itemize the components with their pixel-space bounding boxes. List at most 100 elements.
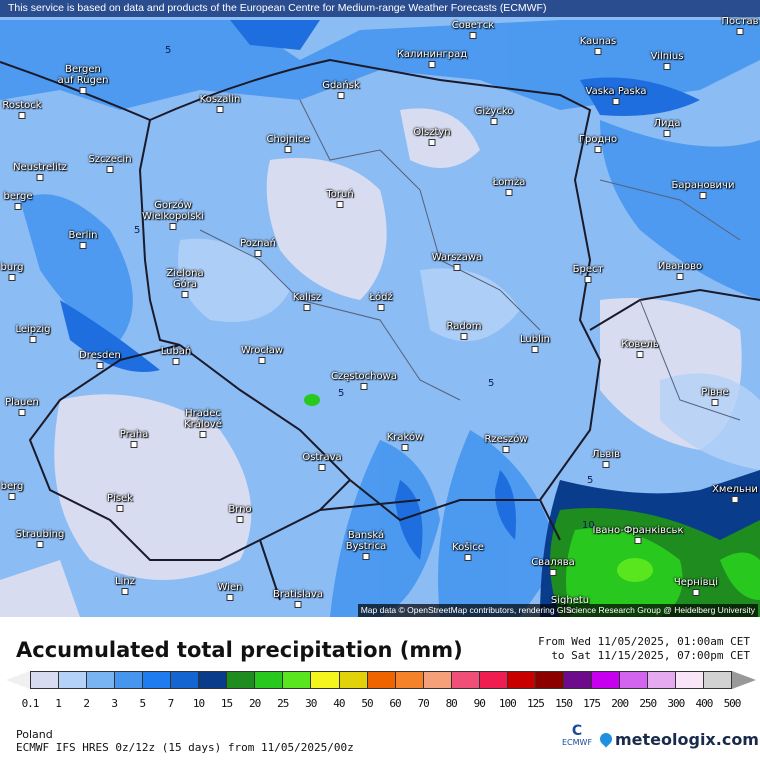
legend-swatch <box>87 672 116 688</box>
city-label: Vilnius <box>650 51 684 62</box>
city-label: Kraków <box>386 432 424 443</box>
city-marker <box>594 48 602 55</box>
city-label: Praha <box>119 429 149 440</box>
legend-under-arrow <box>6 671 30 689</box>
city-marker <box>294 601 302 608</box>
map-attribution[interactable]: Map data © OpenStreetMap contributors, r… <box>357 604 758 617</box>
precipitation-map[interactable]: Советск Постав Kaunas Vilnius Калининград Ber… <box>0 0 760 617</box>
legend-tick-label: 70 <box>417 697 429 710</box>
city-marker <box>199 431 207 438</box>
city-label: Kaunas <box>579 36 617 47</box>
legend-tick-label: 125 <box>527 697 545 710</box>
period-from: From Wed 11/05/2025, 01:00am CET <box>538 635 750 648</box>
contour-label: 5 <box>488 378 495 389</box>
city-label: Wien <box>217 582 243 593</box>
city-marker <box>8 493 16 500</box>
city-label: Rostock <box>2 100 42 111</box>
city-marker <box>612 98 620 105</box>
city-label: Straubing <box>15 529 65 540</box>
legend-tick-label: 200 <box>611 697 629 710</box>
city-label: Rzeszów <box>484 434 528 445</box>
city-marker <box>36 541 44 548</box>
city-marker <box>736 28 744 35</box>
city-marker <box>18 112 26 119</box>
city-label: Giżycko <box>474 106 514 117</box>
city-marker <box>636 351 644 358</box>
city-marker <box>96 362 104 369</box>
city-marker <box>336 201 344 208</box>
city-label: Львів <box>592 449 620 460</box>
city-marker <box>284 146 292 153</box>
legend-tick-label: 0.1 <box>21 697 40 710</box>
forecast-period: From Wed 11/05/2025, 01:00am CET to Sat … <box>538 635 750 663</box>
city-label: Калининград <box>396 49 468 60</box>
city-label: Łódź <box>369 292 393 303</box>
city-marker <box>254 250 262 257</box>
city-label: Wrocław <box>240 345 284 356</box>
legend-swatch <box>704 672 732 688</box>
city-marker <box>216 106 224 113</box>
city-marker <box>428 61 436 68</box>
city-label: Lublin <box>520 334 550 345</box>
city-label: Советск <box>451 20 495 31</box>
city-label: Gdańsk <box>322 80 360 91</box>
contour-label: 5 <box>134 225 141 236</box>
city-label: Koszalin <box>199 94 241 105</box>
city-marker <box>169 223 177 230</box>
legend-swatch <box>283 672 312 688</box>
meteologix-logo[interactable]: meteologix.com <box>597 730 759 749</box>
legend-tick-label: 250 <box>639 697 657 710</box>
city-label: berg <box>0 481 24 492</box>
city-marker <box>79 242 87 249</box>
legend-swatch <box>367 672 396 688</box>
legend-tick-label: 500 <box>723 697 742 710</box>
legend-swatch <box>451 672 480 688</box>
legend-swatch <box>59 672 88 688</box>
city-marker <box>549 569 557 576</box>
ecmwf-disclaimer: This service is based on data and produc… <box>0 0 760 17</box>
city-marker <box>584 276 592 283</box>
legend-swatch <box>507 672 536 688</box>
city-label: Częstochowa <box>331 371 397 382</box>
city-marker <box>460 333 468 340</box>
legend-tick-label: 5 <box>139 697 147 710</box>
legend-tick-label: 100 <box>498 697 517 710</box>
precipitation-field <box>0 20 760 617</box>
city-marker <box>453 264 461 271</box>
city-marker <box>663 130 671 137</box>
legend-swatch <box>535 672 564 688</box>
city-label: Łomża <box>492 177 526 188</box>
legend-swatch <box>171 672 200 688</box>
city-marker <box>676 273 684 280</box>
legend-tick-label: 1 <box>55 697 62 710</box>
city-marker <box>360 383 368 390</box>
city-label: Bergen auf Rügen <box>57 64 109 86</box>
legend-swatch <box>479 672 508 688</box>
contour-label: 10 <box>582 520 595 531</box>
city-label: Івано-Франківськ <box>592 525 684 536</box>
legend-swatch <box>648 672 677 688</box>
city-marker <box>401 444 409 451</box>
legend-swatch <box>199 672 228 688</box>
city-label: Хмельни <box>712 484 758 495</box>
legend-colorbar <box>30 671 732 689</box>
city-label: Neustrelitz <box>13 162 67 173</box>
city-label: Чернівці <box>673 577 719 588</box>
city-marker <box>172 358 180 365</box>
legend-tick-label: 20 <box>249 697 261 710</box>
city-marker <box>377 304 385 311</box>
city-marker <box>36 174 44 181</box>
legend-tick-label: 3 <box>111 697 118 710</box>
city-marker <box>699 192 707 199</box>
city-marker <box>18 409 26 416</box>
city-label: Рівне <box>701 387 729 398</box>
city-label: Chojnice <box>266 134 310 145</box>
city-label: Ковель <box>621 339 659 350</box>
legend-swatch <box>423 672 452 688</box>
legend-tick-label: 400 <box>695 697 713 710</box>
period-to: to Sat 11/15/2025, 07:00pm CET <box>551 649 750 662</box>
city-label: Warszawa <box>431 252 483 263</box>
city-label: Gorzów Wielkopolski <box>142 200 204 222</box>
city-label: Leipzig <box>15 324 51 335</box>
city-label: Brno <box>228 504 252 515</box>
